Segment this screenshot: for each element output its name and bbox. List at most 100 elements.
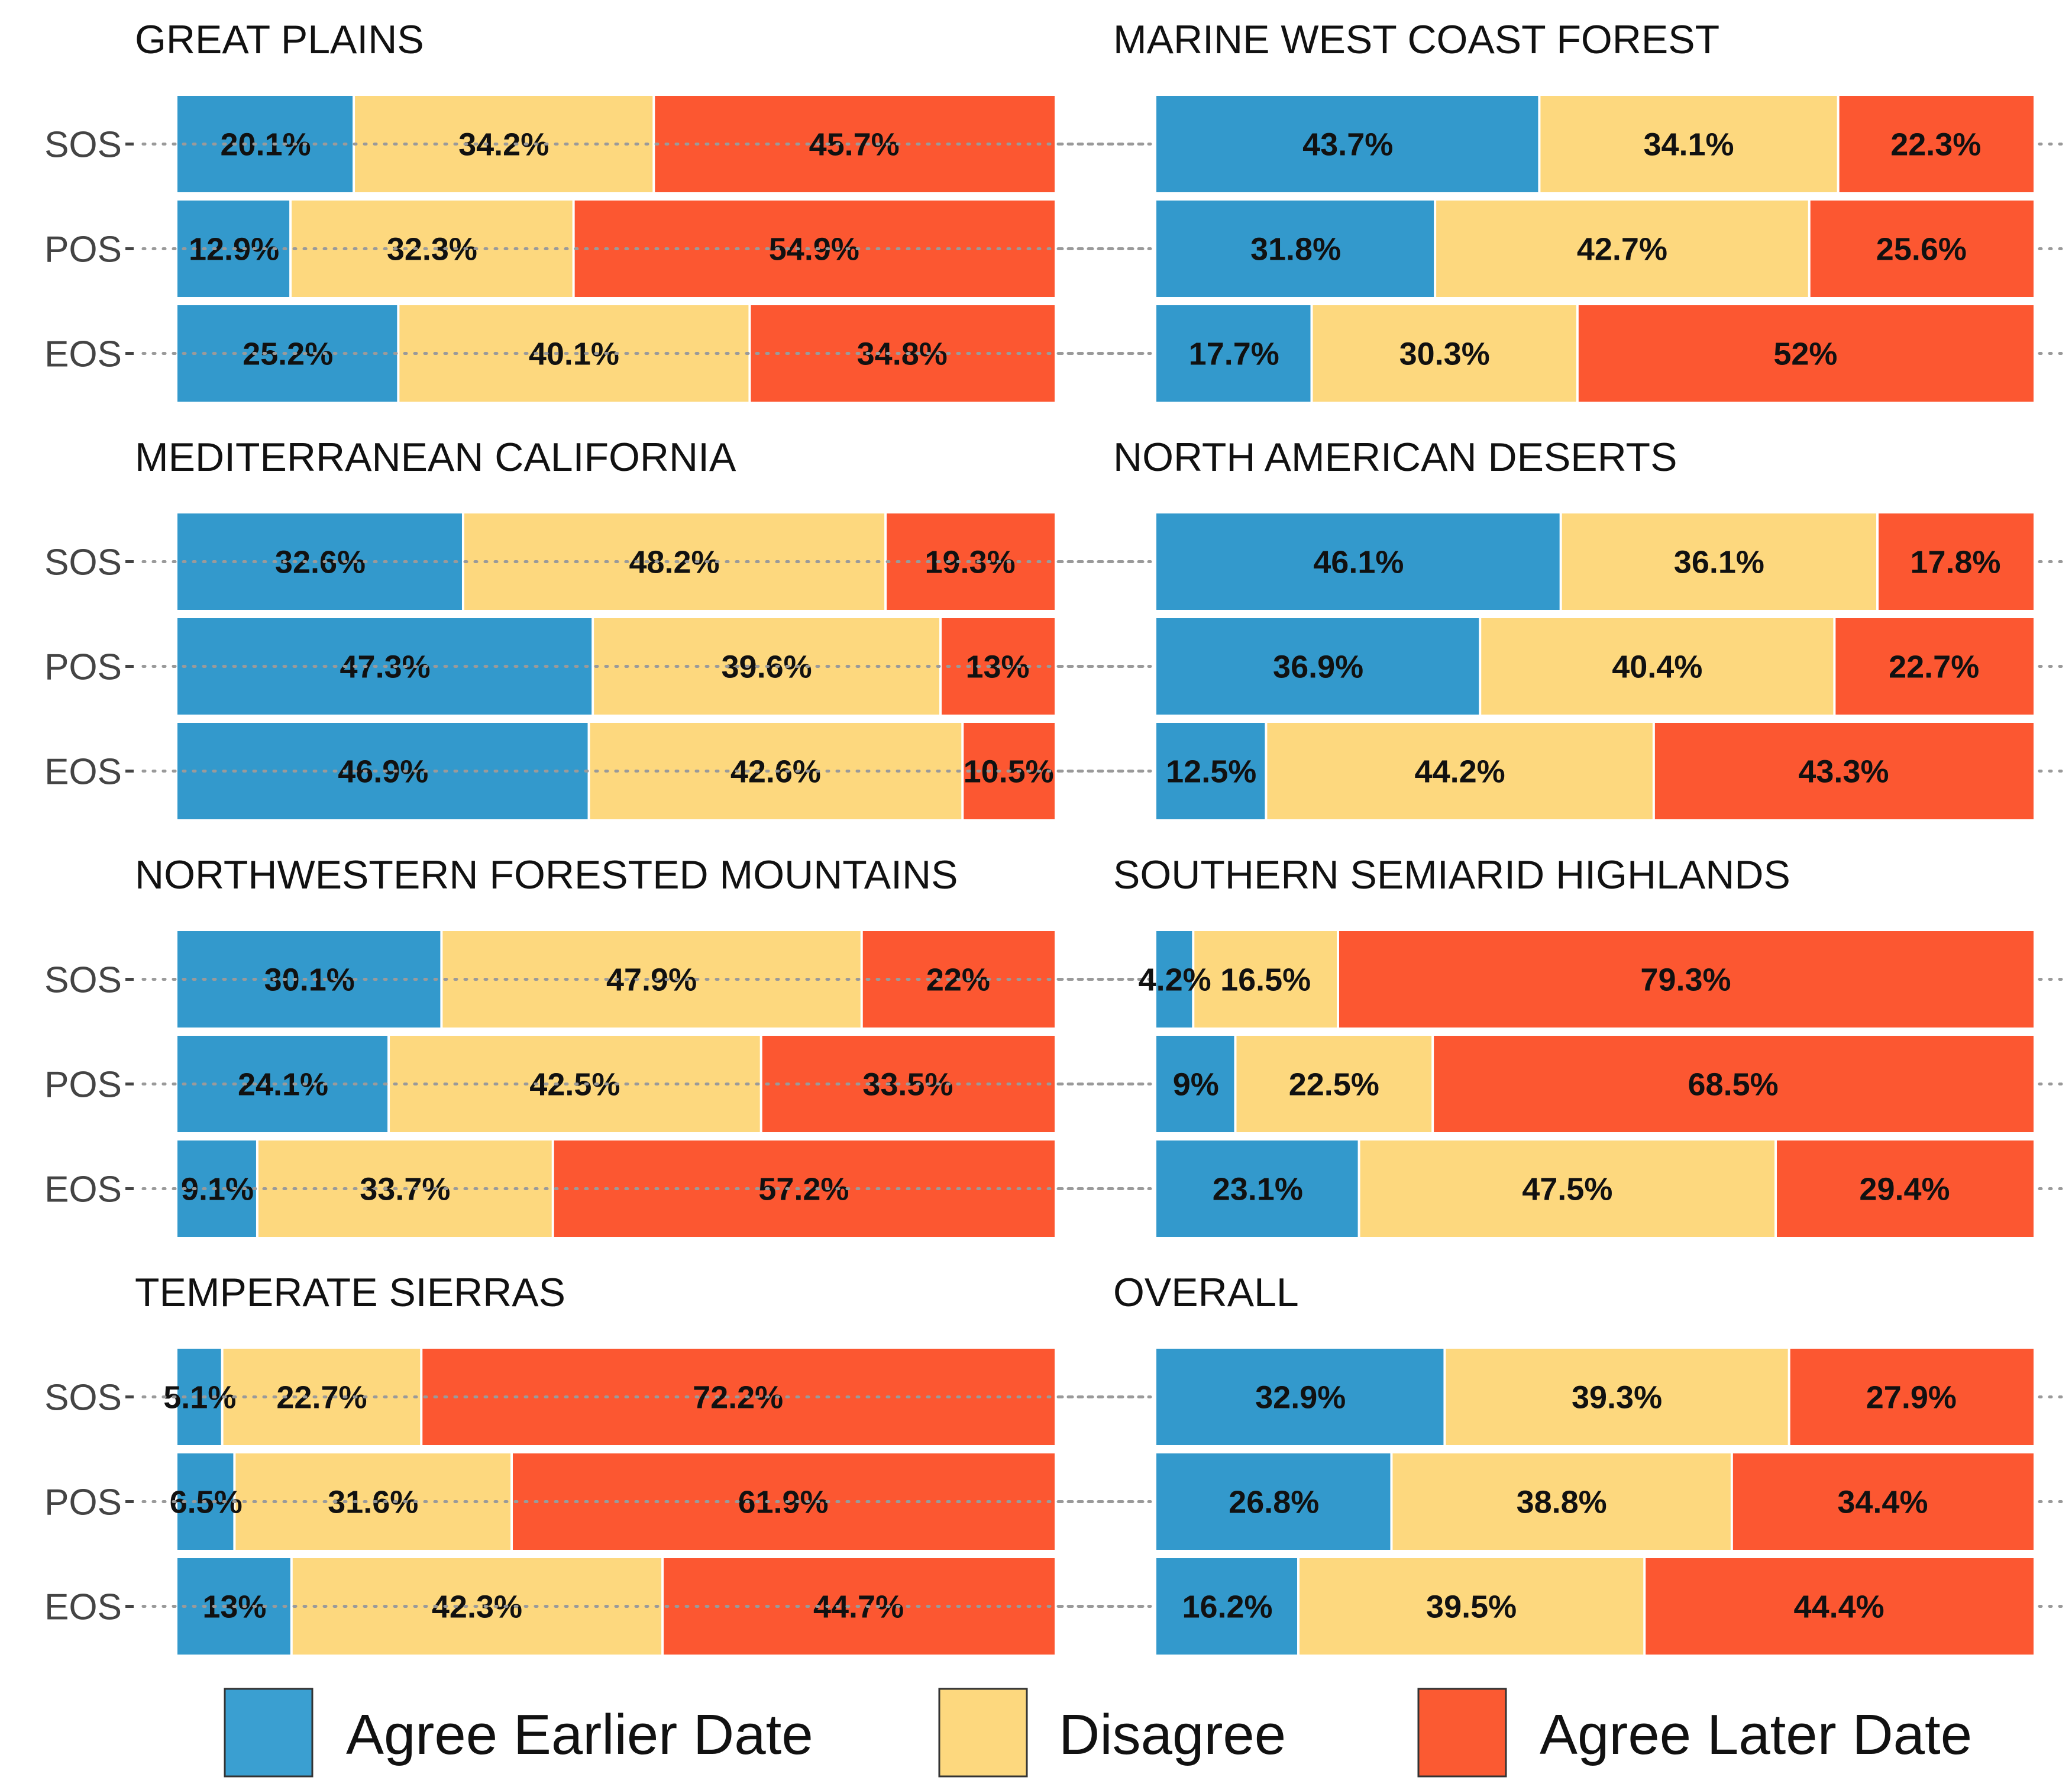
bar-segment-disagree [1435, 201, 1809, 297]
data-label: 48.2% [629, 545, 719, 580]
data-label: 45.7% [809, 127, 900, 163]
data-label: 4.2% [1139, 962, 1211, 998]
row-label-sos: SOS [44, 960, 122, 1001]
data-label: 68.5% [1688, 1067, 1779, 1103]
data-label: 43.7% [1302, 127, 1393, 163]
row-label-pos: POS [44, 1482, 122, 1523]
panel-marine-west-coast-forest: MARINE WEST COAST FOREST 43.7% 34.1% 22.3% 3… [141, 17, 2069, 402]
row-label-pos: POS [44, 647, 122, 688]
legend-swatch [224, 1688, 313, 1778]
bar-segment-disagree [1266, 723, 1654, 819]
bar-segment-agree-earlier-date [1156, 1453, 1392, 1550]
bar-segment-agree-later-date [1731, 1453, 2034, 1550]
data-label: 17.8% [1910, 545, 2000, 580]
data-label: 39.5% [1426, 1589, 1517, 1625]
bar-segment-agree-earlier-date [1156, 723, 1266, 819]
data-label: 9% [1173, 1067, 1219, 1103]
bar-segment-agree-earlier-date [1156, 1036, 1236, 1132]
data-label: 52% [1773, 337, 1837, 372]
panel-northwestern-forested-mountains: NORTHWESTERN FORESTED MOUNTAINS SOS 30.1% 4… [44, 852, 1152, 1237]
data-label: 25.6% [1876, 232, 1967, 267]
bar-segment-agree-earlier-date [1156, 513, 1561, 610]
data-label: 54.9% [769, 232, 859, 267]
bar-segment-agree-later-date [1577, 305, 2034, 402]
bar-segment-agree-earlier-date [1156, 96, 1540, 192]
bar-segment-agree-earlier-date [1156, 618, 1481, 715]
data-label: 38.8% [1517, 1485, 1607, 1520]
bar-segment-agree-earlier-date [1156, 201, 1436, 297]
data-label: 36.1% [1674, 545, 1764, 580]
data-label: 43.3% [1798, 754, 1889, 790]
bar-segment-agree-later-date [1644, 1558, 2034, 1655]
bar-segment-disagree [1480, 618, 1835, 715]
bar-segment-agree-later-date [512, 1453, 1055, 1550]
bar-segment-agree-earlier-date [1156, 1349, 1445, 1445]
row-label-sos: SOS [44, 125, 122, 166]
panel-title: NORTH AMERICAN DESERTS [1113, 435, 1677, 480]
bar-segment-agree-later-date [1653, 723, 2034, 819]
bar-segment-agree-earlier-date [1156, 1558, 1299, 1655]
data-label: 12.5% [1166, 754, 1256, 790]
data-label: 34.8% [857, 337, 948, 372]
data-label: 25.2% [243, 337, 333, 372]
legend-item-agree-later-date: Agree Later Date [1417, 1688, 1972, 1778]
data-label: 32.6% [275, 545, 366, 580]
data-label: 61.9% [738, 1485, 828, 1520]
panel-title: MARINE WEST COAST FOREST [1113, 17, 1719, 62]
bar-segment-disagree [1193, 931, 1338, 1028]
data-label: 36.9% [1273, 650, 1363, 685]
chart-legend: Agree Earlier Date Disagree Agree Later Da… [224, 1688, 1972, 1778]
legend-item-disagree: Disagree [938, 1688, 1286, 1778]
data-label: 57.2% [758, 1172, 849, 1207]
bar-segment-disagree [1560, 513, 1878, 610]
data-label: 22.3% [1890, 127, 1981, 163]
bar-segment-agree-later-date [1838, 96, 2034, 192]
data-label: 47.9% [606, 962, 697, 998]
bar-segment-agree-later-date [1877, 513, 2034, 610]
bar-segment-agree-later-date [1337, 931, 2034, 1028]
data-label: 40.1% [529, 337, 619, 372]
bar-segment-agree-earlier-date [1156, 1140, 1359, 1237]
data-label: 39.3% [1572, 1380, 1662, 1416]
legend-item-agree-earlier-date: Agree Earlier Date [224, 1688, 813, 1778]
row-label-pos: POS [44, 1065, 122, 1106]
panel-title: OVERALL [1113, 1270, 1299, 1315]
data-label: 22.7% [1889, 650, 1979, 685]
data-label: 32.3% [387, 232, 477, 267]
bar-segment-disagree [1539, 96, 1838, 192]
row-label-sos: SOS [44, 1378, 122, 1419]
bar-segment-agree-later-date [1775, 1140, 2034, 1237]
data-label: 17.7% [1189, 337, 1279, 372]
bar-segment-agree-earlier-date [1156, 305, 1312, 402]
bar-segment-disagree [1444, 1349, 1789, 1445]
row-label-eos: EOS [44, 752, 122, 793]
data-label: 44.2% [1415, 754, 1505, 790]
data-label: 30.3% [1399, 337, 1490, 372]
data-label: 32.9% [1255, 1380, 1346, 1416]
data-label: 31.8% [1250, 232, 1341, 267]
data-label: 23.1% [1213, 1172, 1303, 1207]
legend-label: Agree Later Date [1540, 1703, 1972, 1766]
row-label-eos: EOS [44, 334, 122, 375]
bar-segment-disagree [463, 513, 886, 610]
panel-title: TEMPERATE SIERRAS [135, 1270, 565, 1315]
panel-overall: OVERALL 32.9% 39.3% 27.9% 26.8% 38.8% 34.4% 16.… [141, 1270, 2069, 1655]
bar-segment-disagree [441, 931, 862, 1028]
bar-segment-agree-later-date [1433, 1036, 2034, 1132]
row-label-pos: POS [44, 230, 122, 270]
legend-label: Disagree [1059, 1703, 1286, 1766]
bar-segment-disagree [1391, 1453, 1732, 1550]
row-label-eos: EOS [44, 1169, 122, 1210]
data-label: 22.5% [1289, 1067, 1379, 1103]
legend-swatch [1417, 1688, 1507, 1778]
panel-southern-semiarid-highlands: SOUTHERN SEMIARID HIGHLANDS 4.2% 16.5% 79.3… [141, 852, 2069, 1237]
panel-title: NORTHWESTERN FORESTED MOUNTAINS [135, 852, 958, 897]
row-label-eos: EOS [44, 1587, 122, 1628]
data-label: 16.5% [1220, 962, 1311, 998]
data-label: 30.1% [264, 962, 355, 998]
